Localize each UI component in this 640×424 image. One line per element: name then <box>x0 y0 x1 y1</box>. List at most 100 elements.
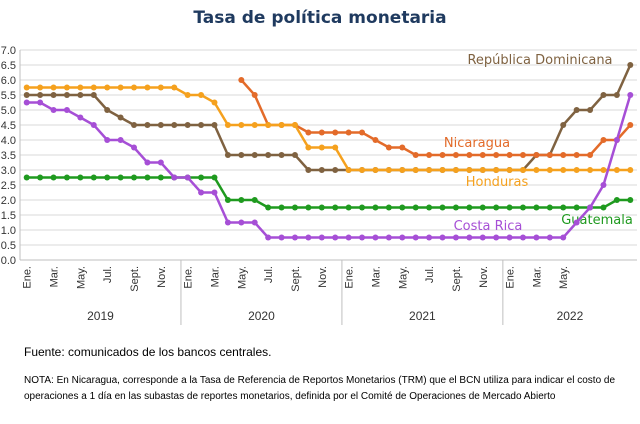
guatemala-point <box>157 174 164 181</box>
y-tick-label: 3.5 <box>1 150 16 162</box>
guatemala-point <box>439 204 446 211</box>
guatemala-point <box>238 197 245 203</box>
x-tick-label: Mar. <box>209 266 221 287</box>
year-label: 2022 <box>557 309 584 323</box>
x-tick-label: May. <box>75 266 87 289</box>
costa-rica-point <box>90 122 97 128</box>
rep-blica-dominicana-point <box>278 152 285 158</box>
rep-blica-dominicana-point <box>50 92 57 98</box>
rep-blica-dominicana-point <box>171 122 178 128</box>
nicaragua-point <box>238 77 245 83</box>
nicaragua-point <box>332 129 339 136</box>
costa-rica-point <box>265 234 272 241</box>
rep-blica-dominicana-point <box>198 122 205 128</box>
honduras-point <box>600 167 607 173</box>
series-guatemala <box>23 174 634 211</box>
honduras-line <box>26 86 631 172</box>
y-tick-label: 2.0 <box>1 195 16 207</box>
nicaragua-point <box>439 152 446 158</box>
x-tick-label: Ene. <box>344 266 356 289</box>
guatemala-point <box>224 197 231 203</box>
costa-rica-point <box>385 234 392 241</box>
honduras-point <box>439 167 446 173</box>
footnote: NOTA: En Nicaragua, corresponde a la Tas… <box>24 375 616 402</box>
costa-rica-point <box>117 137 124 143</box>
costa-rica-point <box>50 107 57 113</box>
guatemala-point <box>278 204 285 211</box>
costa-rica-point <box>452 234 459 241</box>
nicaragua-point <box>251 92 258 98</box>
guatemala-point <box>613 197 620 203</box>
rep-blica-dominicana-point <box>238 152 245 158</box>
x-tick-label: Sept. <box>129 266 141 292</box>
costa-rica-point <box>533 234 540 241</box>
guatemala-point <box>291 204 298 211</box>
y-tick-label: 6.5 <box>1 60 16 72</box>
costa-rica-point <box>600 182 607 188</box>
nicaragua-point <box>318 129 325 136</box>
costa-rica-point <box>37 99 44 106</box>
x-tick-label: Mar. <box>370 266 382 287</box>
chart-title: Tasa de política monetaria <box>193 8 447 28</box>
honduras-point <box>198 92 205 98</box>
honduras-point <box>211 99 218 106</box>
x-tick-label: Nov. <box>317 266 329 288</box>
guatemala-point <box>23 174 30 181</box>
honduras-point <box>479 167 486 173</box>
nicaragua-point <box>372 137 379 143</box>
rep-blica-dominicana-point <box>144 122 151 128</box>
nicaragua-label: Nicaragua <box>444 136 510 151</box>
y-tick-label: 4.0 <box>1 135 16 147</box>
honduras-point <box>519 167 526 173</box>
nicaragua-point <box>399 144 406 151</box>
guatemala-point <box>452 204 459 211</box>
honduras-point <box>399 167 406 173</box>
rep-blica-dominicana-point <box>305 167 312 173</box>
honduras-point <box>265 122 272 128</box>
rep-blica-dominicana-point <box>251 152 258 158</box>
costa-rica-point <box>412 234 419 241</box>
honduras-point <box>117 84 124 91</box>
guatemala-point <box>600 204 607 211</box>
honduras-point <box>144 84 151 91</box>
source-note: Fuente: comunicados de los bancos centra… <box>24 345 272 359</box>
guatemala-point <box>493 204 500 211</box>
rep-blica-dominicana-point <box>157 122 164 128</box>
nicaragua-line <box>240 79 632 157</box>
guatemala-point <box>318 204 325 211</box>
nicaragua-point <box>452 152 459 158</box>
honduras-point <box>63 84 70 91</box>
rep-blica-dominicana-line <box>26 64 632 172</box>
y-tick-label: 6.0 <box>1 75 16 87</box>
rep-blica-dominicana-point <box>587 107 594 113</box>
costa-rica-point <box>399 234 406 241</box>
rep-blica-dominicana-label: República Dominicana <box>467 53 612 68</box>
series-honduras <box>23 84 634 173</box>
chart-area: 0.0 0.5 1.0 1.5 2.0 2.5 3.0 3.5 4.0 4.5 5.0 5.5 6.0 6… <box>1 45 637 325</box>
y-tick-label: 5.5 <box>1 90 16 102</box>
honduras-point <box>305 144 312 151</box>
costa-rica-point <box>251 219 258 226</box>
honduras-point <box>291 122 298 128</box>
guatemala-point <box>560 204 567 211</box>
rep-blica-dominicana-point <box>332 167 339 173</box>
costa-rica-label: Costa Rica <box>454 219 523 234</box>
costa-rica-point <box>198 189 205 196</box>
x-tick-label: May. <box>236 266 248 289</box>
costa-rica-point <box>23 99 30 106</box>
costa-rica-point <box>439 234 446 241</box>
honduras-point <box>278 122 285 128</box>
honduras-point <box>318 144 325 151</box>
series-costa-rica <box>23 92 634 241</box>
honduras-point <box>332 144 339 151</box>
x-tick-label: May. <box>558 266 570 289</box>
nicaragua-point <box>359 129 366 136</box>
x-tick-label: Sept. <box>290 266 302 292</box>
rep-blica-dominicana-point <box>291 152 298 158</box>
honduras-point <box>493 167 500 173</box>
costa-rica-point <box>184 174 191 181</box>
rep-blica-dominicana-point <box>37 92 44 98</box>
series-nicaragua <box>238 77 634 158</box>
honduras-point <box>238 122 245 128</box>
guatemala-point <box>506 204 513 211</box>
